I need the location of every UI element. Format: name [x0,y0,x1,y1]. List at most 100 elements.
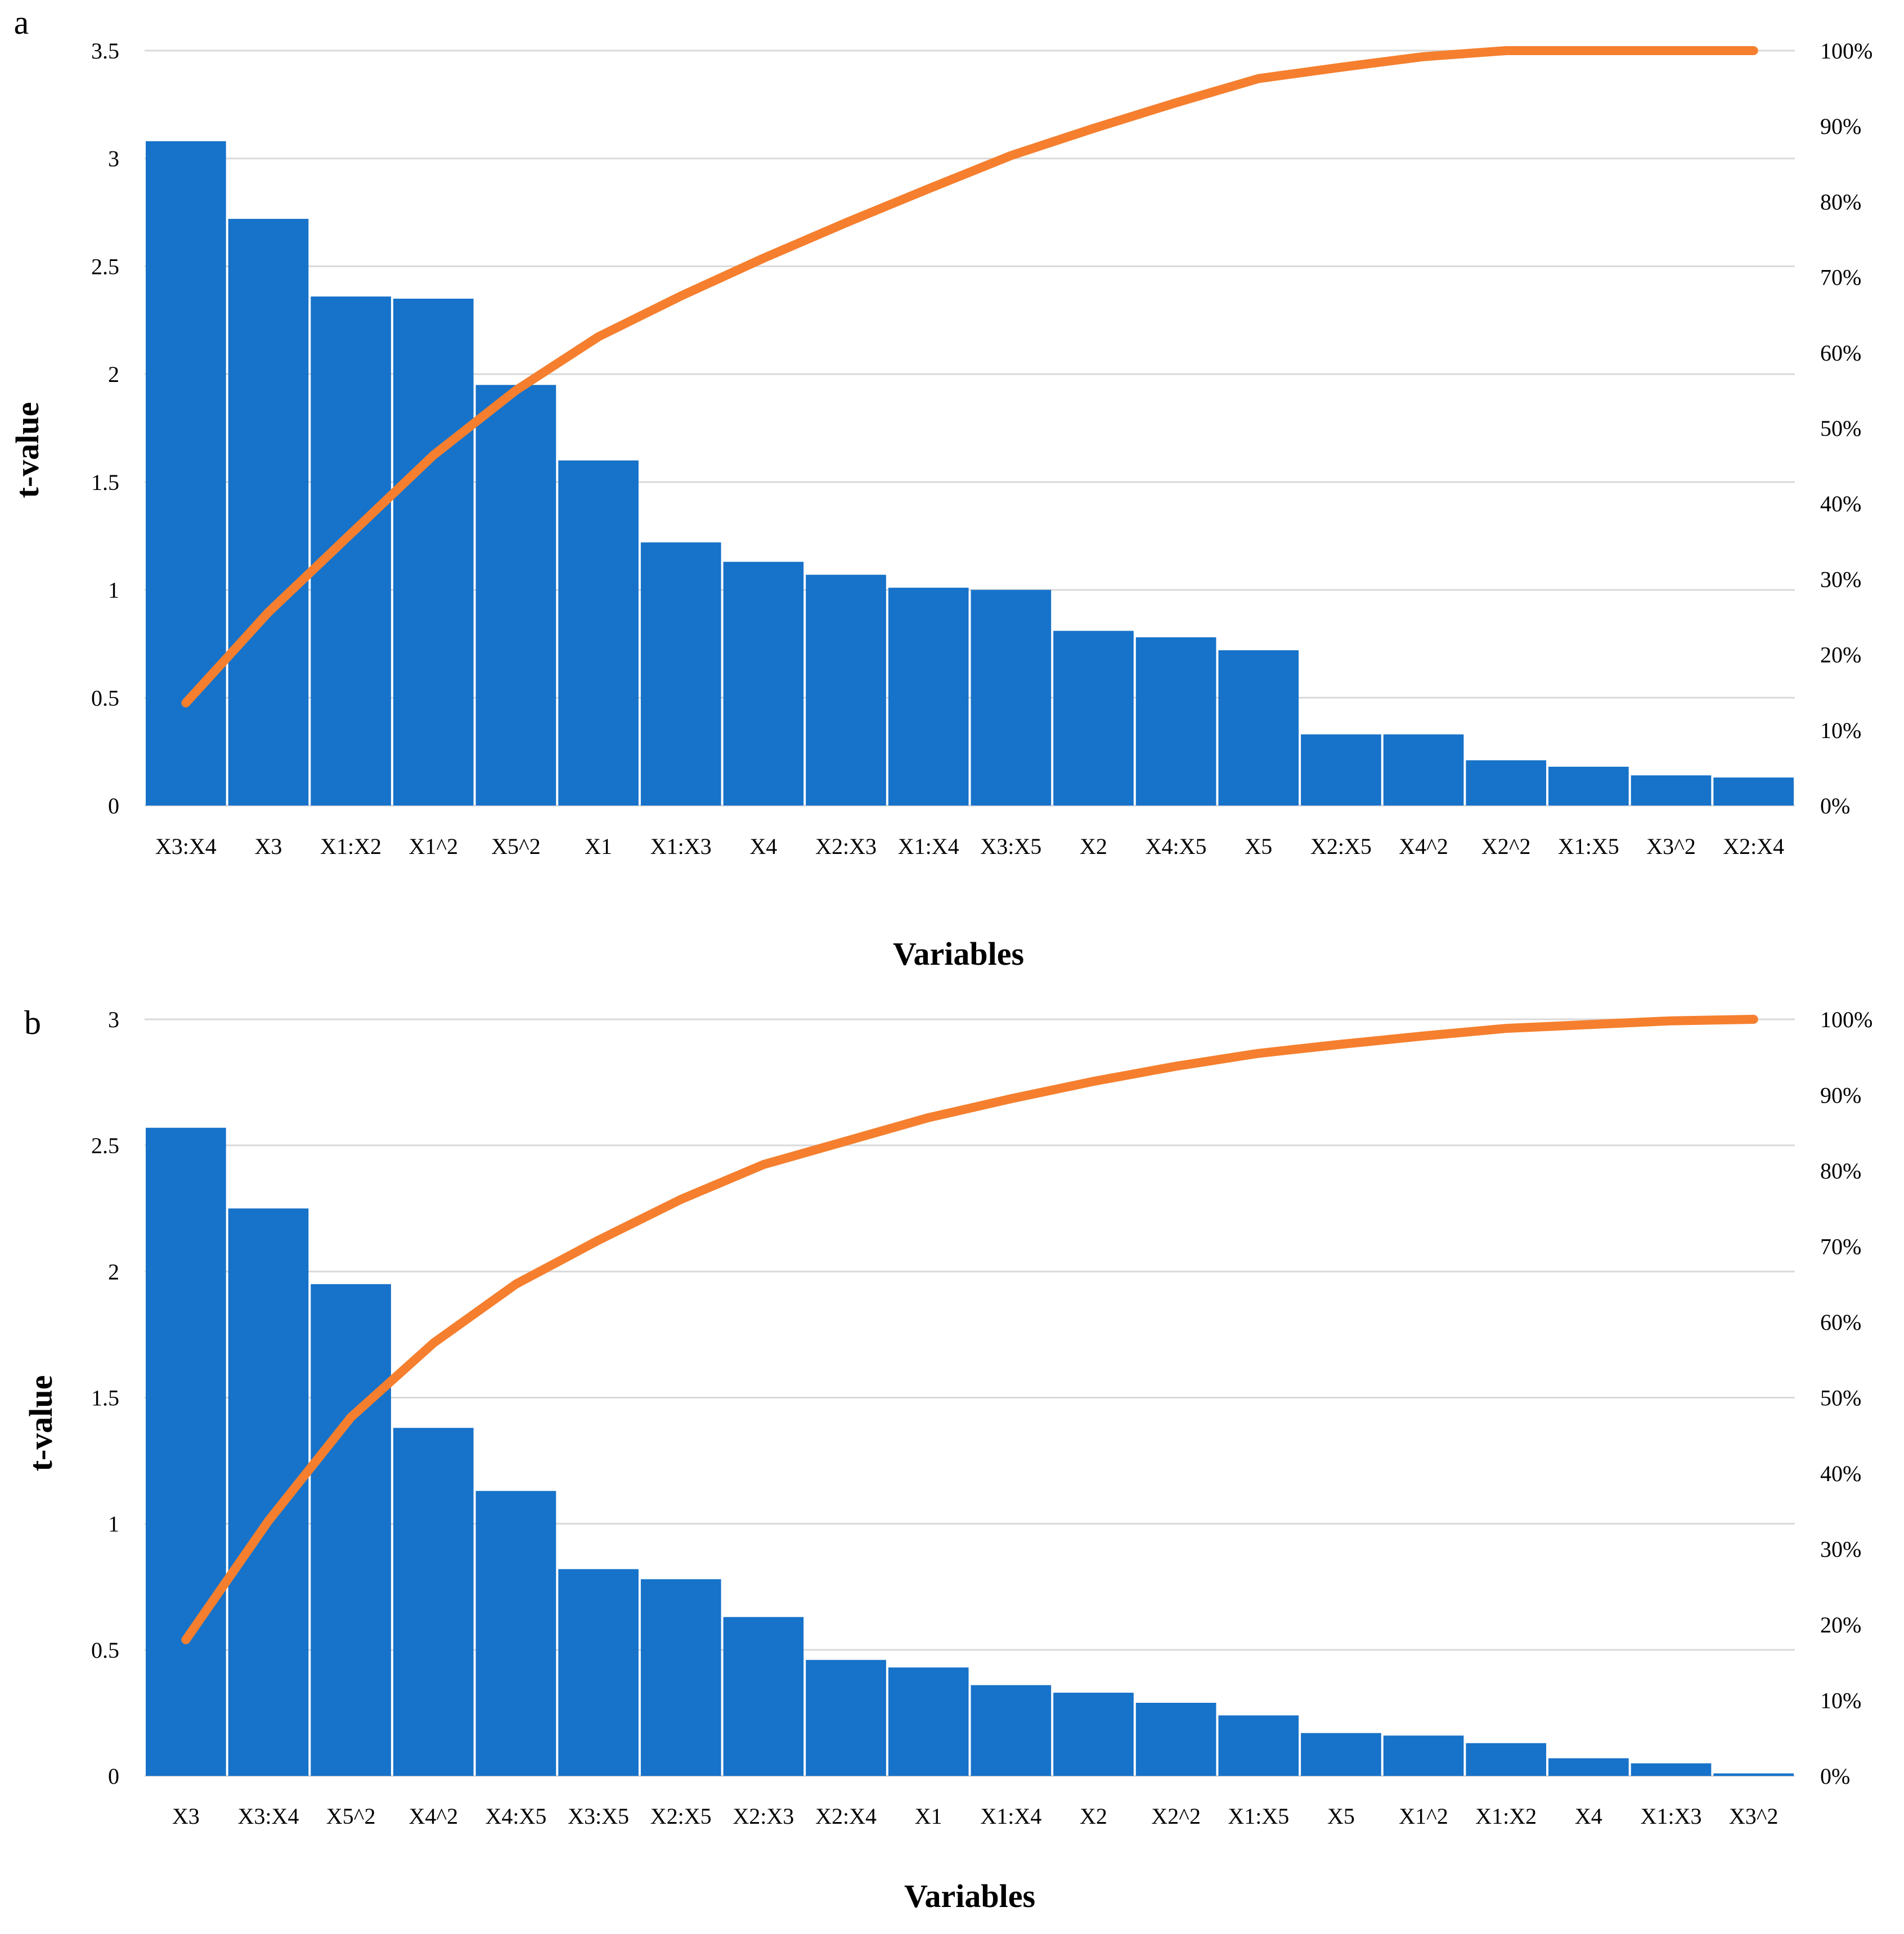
bar [806,574,886,806]
y2-tick-label: 10% [1820,718,1861,743]
y2-tick-label: 10% [1820,1688,1861,1713]
x-tick-label: X4:X5 [1146,834,1207,859]
x-tick-label: X1:X5 [1558,834,1619,859]
y-tick-label: 0.5 [91,685,119,710]
bar [1218,650,1299,806]
y2-tick-label: 90% [1820,1083,1861,1108]
y-tick-label: 1.5 [91,470,119,495]
bar [475,1491,556,1776]
y2-tick-label: 30% [1820,1537,1861,1562]
x-tick-label: X2 [1080,834,1107,859]
x-tick-label: X2:X4 [815,1803,877,1829]
y2-tick-label: 70% [1820,1234,1861,1260]
x-tick-label: X3^2 [1729,1803,1779,1829]
x-axis-title: Variables [893,935,1024,972]
y-tick-label: 0 [108,793,119,818]
y-tick-label: 3 [108,1007,119,1032]
bar [1135,1702,1216,1776]
x-tick-label: X4 [749,834,777,859]
y-tick-label: 1.5 [91,1386,119,1411]
y-tick-label: 2.5 [91,254,119,279]
x-tick-label: X1:X5 [1228,1803,1289,1829]
x-tick-label: X5 [1327,1803,1355,1829]
x-tick-label: X2:X5 [650,1803,712,1829]
bar [393,298,474,806]
bar [146,141,226,806]
bar [228,219,309,806]
bar [971,1685,1052,1776]
y2-tick-label: 40% [1820,1461,1861,1486]
chart-panel-a: 0 0.5 1 1.5 2 2.5 3 3.5 0% 10% 20% 30% 40% 50% 60% 70% 8… [9,4,1872,972]
bar [558,460,639,806]
x-tick-label: X2:X4 [1723,834,1784,859]
bar [1218,1715,1299,1776]
x-tick-label: X5^2 [326,1803,376,1829]
y-tick-label: 1 [108,578,119,603]
bar [1301,1733,1381,1776]
y2-tick-label: 20% [1820,1612,1861,1638]
x-axis-title: Variables [904,1878,1035,1914]
x-tick-label: X1^2 [1399,1803,1448,1829]
y2-tick-label: 50% [1820,1386,1861,1411]
bar [475,385,556,806]
x-tick-label: X5 [1245,834,1272,859]
x-tick-label: X1:X3 [1641,1803,1702,1829]
y2-tick-label: 50% [1820,416,1861,441]
bar [1466,760,1547,806]
y2-tick-label: 80% [1820,189,1861,214]
x-tick-label: X4 [1575,1803,1602,1829]
y2-tick-label: 90% [1820,114,1861,139]
x-tick-label: X2:X5 [1310,834,1372,859]
x-tick-label: X2^2 [1481,834,1531,859]
bar [558,1569,639,1776]
bar [1053,631,1134,806]
bar [1631,1763,1712,1776]
bar [1466,1743,1547,1776]
x-tick-label: X2^2 [1151,1803,1201,1829]
x-tick-label: X3 [255,834,282,859]
bar [888,1667,969,1776]
bar [1548,1758,1629,1776]
y2-tick-label: 40% [1820,491,1861,516]
y-tick-label: 3 [108,146,119,172]
bar [393,1428,474,1776]
y-tick-label: 2.5 [91,1133,119,1158]
x-tick-label: X3:X5 [568,1803,629,1829]
y2-tick-label: 0% [1820,1764,1850,1789]
bar [1383,734,1464,806]
y2-tick-label: 20% [1820,642,1861,668]
bar [971,590,1052,806]
x-tick-label: X1:X3 [650,834,712,859]
x-tick-label: X2:X3 [733,1803,794,1829]
x-tick-label: X4^2 [408,1803,458,1829]
bar [1383,1735,1464,1776]
bar [311,296,391,806]
cumulative-line [181,1015,1758,1644]
y2-tick-label: 100% [1820,38,1872,64]
y2-tick-label: 60% [1820,1310,1861,1335]
x-tick-label: X1 [585,834,612,859]
x-tick-label: X3:X4 [238,1803,299,1829]
bar [1301,734,1381,806]
x-tick-label: X3^2 [1646,834,1696,859]
bar [888,587,969,806]
x-tick-label: X3:X4 [155,834,217,859]
y-axis-title: t-value [9,402,46,498]
y-tick-label: 2 [108,1259,119,1284]
y2-tick-label: 0% [1820,793,1850,818]
y2-tick-label: 70% [1820,265,1861,290]
chart-panel-b: 00.511.522.530%10%20%30%40%50%60%70%80%9… [23,1004,1872,1914]
x-tick-label: X2 [1080,1803,1107,1829]
x-tick-label: X2:X3 [815,834,877,859]
y2-tick-label: 100% [1820,1007,1872,1032]
y-tick-label: 2 [108,362,119,387]
bar [311,1284,391,1776]
bar [1135,637,1216,806]
cumulative-line [181,46,1758,708]
x-tick-label: X1:X4 [980,1803,1041,1829]
x-tick-label: X1:X2 [320,834,381,859]
bar [146,1127,226,1776]
x-tick-label: X4:X5 [485,1803,546,1829]
x-tick-label: X1:X4 [898,834,959,859]
